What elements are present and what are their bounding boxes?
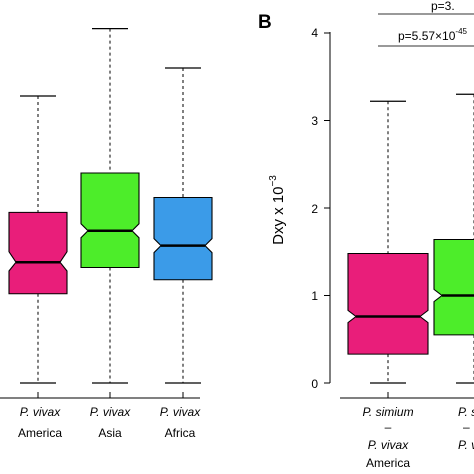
panel-a-box-3-box	[153, 196, 213, 281]
annotation-2-exponent: -45	[455, 27, 467, 36]
panel-a-cat-2-line1: P. vivax	[90, 405, 131, 419]
panel-b-ytick-3: 3	[311, 114, 318, 128]
panel-b-y-tick-labels: 0 1 2 3 4	[311, 26, 318, 391]
panel-b-x-labels: P. simium – P. vivax America P. s – P. v	[362, 405, 474, 470]
panel-b-ytick-1: 1	[311, 289, 318, 303]
panel-b-box-2-box	[433, 238, 474, 336]
panel-b-cat-2-line3: P. v	[458, 438, 474, 452]
panel-b-box-1-box	[347, 252, 429, 355]
annotation-1-text: p=3.	[431, 0, 455, 13]
panel-b-ytick-2: 2	[311, 202, 318, 216]
panel-b-ytick-0: 0	[311, 377, 318, 391]
panel-b-cat-2-line1: P. s	[458, 405, 474, 419]
panel-b-y-axis-title-exponent: −3	[268, 175, 279, 187]
panel-a	[0, 27, 213, 399]
panel-b-cat-1-line2: –	[385, 420, 392, 434]
panel-b-y-axis-title-main: Dxy x 10	[270, 187, 287, 245]
panel-b	[324, 32, 474, 399]
panel-b-cat-2-line2: –	[463, 420, 470, 434]
panel-a-cat-2-line2: Asia	[98, 426, 122, 440]
panel-a-cat-1-line2: America	[18, 426, 62, 440]
panel-b-annotations: p=3. p=5.57×10-45	[378, 0, 474, 47]
panel-b-label: B	[258, 12, 272, 33]
panel-a-box-1-box	[8, 211, 68, 295]
panel-b-cat-1-line3: P. vivax	[368, 438, 409, 452]
panel-a-x-labels: P. vivax America P. vivax Asia P. vivax …	[18, 405, 201, 440]
panel-b-cat-1-line4: America	[366, 456, 410, 470]
panel-a-box-2-box	[80, 172, 140, 269]
panel-b-ytick-4: 4	[311, 26, 318, 40]
panel-a-cat-1-line1: P. vivax	[20, 405, 61, 419]
annotation-2-text: p=5.57×10-45	[398, 27, 468, 43]
panel-b-y-axis-title: Dxy x 10−3	[268, 175, 287, 245]
panel-a-cat-3-line1: P. vivax	[160, 405, 201, 419]
panel-a-cat-3-line2: Africa	[165, 426, 196, 440]
panel-b-cat-1-line1: P. simium	[362, 405, 413, 419]
annotation-2-main: p=5.57×10	[398, 29, 456, 43]
